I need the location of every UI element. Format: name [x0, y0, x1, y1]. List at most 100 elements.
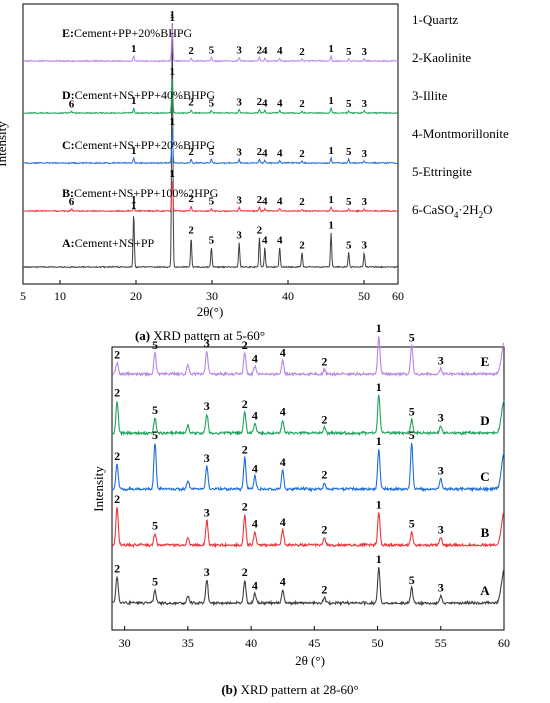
series-label-a: A:Cement+NS+PP	[62, 236, 155, 250]
peak-label-a: 1	[169, 9, 175, 21]
peak-label-c: 2	[242, 443, 248, 457]
series-label-name: Cement+NS+PP+100%2HPG	[74, 186, 219, 200]
panel-b-series	[111, 336, 505, 607]
peak-label-e: 5	[209, 44, 215, 56]
series-line-e	[111, 336, 505, 378]
peak-label-d: 5	[209, 97, 215, 109]
peak-label-b: 2	[257, 194, 263, 206]
series-line-e	[22, 25, 399, 63]
peak-label-e: 2	[242, 338, 248, 352]
x-tick-label: 35	[182, 636, 194, 650]
peak-label-d: 2	[114, 386, 120, 400]
series-label-c: C:Cement+NS+PP+20%BHPG	[62, 138, 215, 152]
peak-label-e: 2	[257, 44, 263, 56]
legend-item-gypsum: 6-CaSO4·2H2O	[412, 202, 493, 220]
peak-label-a: 2	[257, 225, 263, 237]
legend-gypsum-main: 6-CaSO	[412, 202, 454, 217]
peak-label-a: 2	[188, 225, 194, 237]
peak-label-b: 2	[242, 500, 248, 514]
peak-label-c: 5	[346, 146, 352, 158]
peak-label-b: 2	[321, 522, 327, 536]
peak-label-e: 5	[152, 338, 158, 352]
peak-label-d: 2	[242, 397, 248, 411]
peak-label-a: 4	[277, 234, 283, 246]
legend-item-kaolinite: 2-Kaolinite	[412, 50, 471, 65]
peak-label-a: 3	[236, 230, 242, 242]
peak-label-d: 3	[361, 98, 367, 110]
peak-label-b: 5	[409, 517, 415, 531]
peak-label-a: 4	[262, 234, 268, 246]
peak-label-d: 5	[409, 405, 415, 419]
series-line-b	[111, 506, 504, 549]
series-label-d: D:Cement+NS+PP+40%BHPG	[62, 88, 215, 102]
legend-item-ettringite: 5-Ettringite	[412, 164, 472, 179]
series-label-letter: D:	[62, 88, 75, 102]
panel-b-series-labels: A B C D E	[480, 354, 490, 598]
series-label-b: B:Cement+NS+PP+100%2HPG	[62, 186, 219, 200]
peak-label-e: 4	[280, 346, 286, 360]
peak-label-b: 5	[209, 196, 215, 208]
peak-label-a: 3	[361, 239, 367, 251]
peak-label-e: 2	[114, 348, 120, 362]
peak-label-e: 1	[131, 43, 137, 55]
peak-label-c: 1	[328, 145, 334, 157]
panel-b-caption-text: XRD pattern at 28-60°	[237, 682, 358, 697]
x-tick-label: 50	[372, 636, 384, 650]
peak-label-b: 5	[152, 519, 158, 533]
peak-label-b: 4	[262, 196, 268, 208]
x-tick-label: 45	[308, 636, 320, 650]
peak-label-e: 2	[299, 46, 305, 58]
series-label-letter: B:	[62, 186, 74, 200]
peak-label-e: 2	[321, 354, 327, 368]
peak-label-e: 4	[277, 45, 283, 57]
peak-label-a: 1	[328, 220, 334, 232]
peak-label-a: 3	[438, 580, 444, 594]
series-label-name: Cement+NS+PP	[75, 236, 155, 250]
peak-label-b: 4	[252, 517, 258, 531]
peak-label-c: 5	[409, 428, 415, 442]
peak-label-a: 2	[114, 561, 120, 575]
x-tick-label: 30	[119, 636, 131, 650]
legend-gypsum-sub1: 4	[454, 210, 459, 220]
peak-label-a: 4	[252, 579, 258, 593]
peak-label-d: 2	[299, 98, 305, 110]
series-label-d: D	[480, 413, 489, 428]
panel-a-series	[22, 23, 399, 269]
x-tick-label: 55	[435, 636, 447, 650]
series-line-d	[111, 394, 505, 437]
peak-label-d: 4	[262, 97, 268, 109]
peak-label-c: 3	[361, 148, 367, 160]
peak-label-d: 5	[152, 403, 158, 417]
panel-a-x-ticks: 5 10 20 30 40 50 60	[20, 280, 404, 303]
peak-label-e: 3	[361, 46, 367, 58]
panel-b-caption-letter: (b)	[221, 682, 237, 697]
peak-label-e: 4	[262, 45, 268, 57]
series-line-d	[22, 78, 399, 115]
peak-label-e: 5	[409, 331, 415, 345]
peak-label-b: 2	[299, 196, 305, 208]
series-label-name: Cement+NS+PP+40%BHPG	[75, 88, 216, 102]
x-tick-label: 50	[358, 289, 370, 303]
panel-a-series-labels: A:Cement+NS+PP B:Cement+NS+PP+100%2HPG C:C…	[62, 26, 219, 250]
peak-label-e: 3	[438, 353, 444, 367]
peak-label-a: 1	[131, 200, 137, 212]
peak-label-c: 2	[188, 146, 194, 158]
panel-a-caption-letter: (a)	[135, 328, 150, 343]
peak-label-b: 1	[169, 168, 175, 180]
series-line-a	[22, 23, 399, 269]
panel-a-caption: (a) XRD pattern at 5-60°	[135, 328, 265, 343]
panel-a-caption-text: XRD pattern at 5-60°	[150, 328, 265, 343]
peak-label-c: 3	[204, 451, 210, 465]
peak-label-c: 5	[152, 428, 158, 442]
peak-label-b: 4	[277, 196, 283, 208]
x-tick-label: 20	[130, 289, 142, 303]
x-tick-label: 30	[206, 289, 218, 303]
peak-label-a: 3	[204, 565, 210, 579]
peak-label-c: 4	[277, 147, 283, 159]
peak-label-c: 5	[209, 146, 215, 158]
series-label-c: C	[480, 469, 489, 484]
x-tick-label: 40	[245, 636, 257, 650]
peak-label-d: 3	[236, 97, 242, 109]
